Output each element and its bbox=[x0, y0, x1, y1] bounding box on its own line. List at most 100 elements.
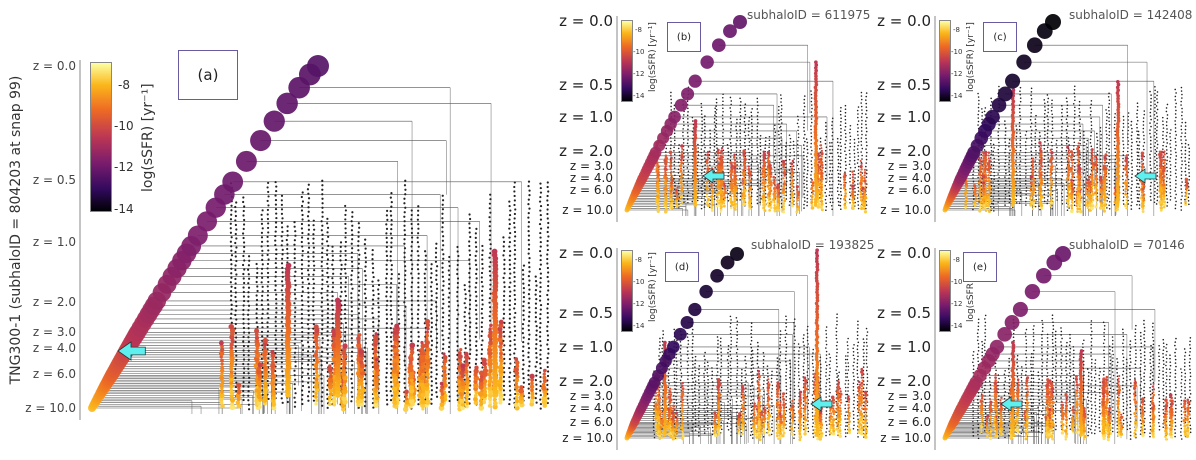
progenitor-dot bbox=[488, 225, 491, 228]
progenitor-dot bbox=[404, 193, 407, 196]
progenitor-dot bbox=[773, 166, 776, 169]
star-forming-node bbox=[488, 368, 493, 374]
progenitor-dot bbox=[246, 313, 250, 316]
progenitor-dot bbox=[468, 303, 472, 306]
star-forming-node bbox=[656, 203, 659, 206]
progenitor-dot bbox=[673, 129, 676, 131]
star-forming-node bbox=[488, 400, 492, 405]
progenitor-dot bbox=[777, 109, 780, 111]
star-forming-node bbox=[791, 190, 794, 193]
star-forming-node bbox=[748, 179, 752, 182]
progenitor-dot bbox=[481, 249, 484, 252]
star-forming-node bbox=[464, 386, 470, 392]
progenitor-dot bbox=[824, 132, 827, 135]
star-forming-node bbox=[425, 347, 431, 353]
progenitor-dot bbox=[321, 341, 324, 344]
progenitor-dot bbox=[325, 253, 329, 256]
progenitor-dot bbox=[377, 319, 381, 323]
progenitor-dot bbox=[535, 325, 538, 328]
progenitor-dot bbox=[803, 186, 806, 188]
progenitor-dot bbox=[861, 109, 863, 111]
progenitor-dot bbox=[539, 398, 542, 401]
progenitor-dot bbox=[294, 378, 297, 381]
progenitor-dot bbox=[857, 190, 860, 192]
progenitor-dot bbox=[307, 224, 310, 227]
progenitor-dot bbox=[686, 149, 689, 152]
progenitor-dot bbox=[757, 150, 759, 152]
progenitor-dot bbox=[340, 367, 343, 370]
star-forming-node bbox=[670, 173, 673, 176]
progenitor-dot bbox=[503, 249, 506, 252]
progenitor-dot bbox=[243, 245, 246, 249]
progenitor-dot bbox=[344, 258, 347, 262]
progenitor-dot bbox=[390, 376, 393, 379]
progenitor-dot bbox=[468, 226, 471, 230]
progenitor-dot bbox=[301, 371, 304, 374]
star-forming-node bbox=[776, 194, 780, 198]
star-forming-node bbox=[488, 375, 493, 381]
progenitor-dot bbox=[230, 209, 233, 212]
progenitor-dot bbox=[513, 226, 516, 229]
star-forming-node bbox=[229, 366, 234, 371]
star-forming-node bbox=[863, 207, 866, 211]
progenitor-dot bbox=[351, 287, 354, 290]
star-forming-node bbox=[705, 186, 709, 191]
progenitor-dot bbox=[756, 185, 759, 187]
star-forming-node bbox=[706, 181, 708, 184]
progenitor-dot bbox=[730, 124, 732, 127]
progenitor-dot bbox=[513, 190, 516, 193]
progenitor-dot bbox=[242, 371, 246, 375]
progenitor-dot bbox=[831, 169, 834, 172]
star-forming-node bbox=[851, 173, 855, 176]
star-forming-node bbox=[860, 176, 864, 180]
progenitor-dot bbox=[385, 371, 388, 374]
star-forming-node bbox=[810, 198, 814, 201]
progenitor-dot bbox=[721, 135, 724, 138]
progenitor-dot bbox=[320, 229, 323, 232]
star-forming-node bbox=[769, 189, 773, 193]
progenitor-dot bbox=[344, 308, 347, 311]
progenitor-dot bbox=[677, 168, 680, 171]
progenitor-dot bbox=[759, 152, 762, 155]
progenitor-dot bbox=[865, 176, 868, 178]
progenitor-dot bbox=[281, 352, 284, 355]
progenitor-dot bbox=[261, 209, 264, 212]
progenitor-dot bbox=[535, 298, 538, 301]
progenitor-dot bbox=[546, 266, 549, 270]
progenitor-dot bbox=[242, 344, 246, 348]
star-forming-node bbox=[220, 358, 224, 363]
star-forming-node bbox=[313, 362, 319, 368]
progenitor-dot bbox=[796, 115, 799, 118]
progenitor-dot bbox=[722, 121, 724, 124]
progenitor-dot bbox=[230, 267, 233, 270]
progenitor-dot bbox=[371, 298, 375, 301]
progenitor-dot bbox=[539, 195, 542, 199]
progenitor-dot bbox=[234, 219, 237, 222]
colorbar-tick: -8 bbox=[118, 78, 130, 92]
progenitor-dot bbox=[780, 202, 783, 205]
progenitor-dot bbox=[839, 162, 842, 165]
progenitor-dot bbox=[294, 360, 297, 363]
progenitor-dot bbox=[489, 234, 492, 237]
progenitor-dot bbox=[792, 140, 795, 143]
progenitor-dot bbox=[247, 264, 251, 267]
progenitor-dot bbox=[321, 283, 324, 286]
progenitor-dot bbox=[715, 115, 717, 118]
progenitor-dot bbox=[403, 355, 407, 358]
star-forming-node bbox=[716, 157, 720, 160]
progenitor-dot bbox=[372, 275, 375, 279]
star-forming-node bbox=[859, 204, 863, 207]
progenitor-dot bbox=[320, 377, 323, 380]
progenitor-dot bbox=[390, 200, 393, 204]
progenitor-dot bbox=[779, 192, 782, 194]
progenitor-dot bbox=[779, 125, 782, 128]
progenitor-dot bbox=[389, 299, 392, 303]
progenitor-dot bbox=[260, 299, 264, 302]
progenitor-dot bbox=[735, 143, 737, 145]
progenitor-dot bbox=[857, 151, 859, 154]
progenitor-dot bbox=[480, 330, 484, 333]
progenitor-dot bbox=[442, 343, 445, 346]
star-forming-node bbox=[811, 192, 815, 196]
progenitor-dot bbox=[286, 252, 289, 255]
star-forming-node bbox=[670, 176, 673, 179]
